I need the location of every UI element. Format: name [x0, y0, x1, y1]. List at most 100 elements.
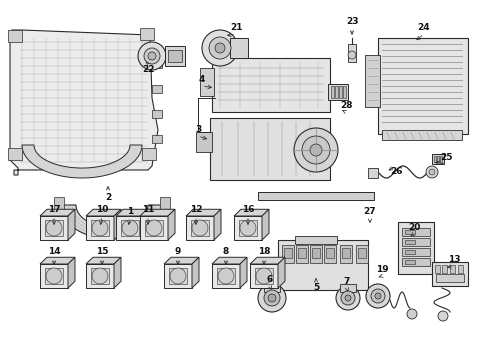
Circle shape — [438, 311, 448, 321]
Circle shape — [138, 42, 166, 70]
Polygon shape — [278, 257, 285, 288]
Text: 7: 7 — [344, 278, 350, 287]
Bar — [440, 156, 442, 162]
Bar — [165, 46, 185, 66]
Bar — [436, 274, 464, 282]
Bar — [230, 38, 248, 58]
Bar — [212, 264, 240, 288]
Polygon shape — [168, 209, 175, 240]
Bar — [140, 216, 168, 240]
Bar — [405, 260, 415, 264]
Bar — [402, 258, 430, 266]
Bar — [348, 44, 356, 62]
Bar — [405, 230, 415, 234]
Text: 22: 22 — [142, 66, 154, 75]
Bar — [54, 197, 64, 213]
Circle shape — [46, 268, 62, 284]
Bar — [432, 154, 444, 164]
Text: 23: 23 — [346, 18, 358, 27]
Bar — [168, 50, 182, 62]
Circle shape — [336, 286, 360, 310]
Circle shape — [371, 289, 385, 303]
Bar — [342, 248, 350, 258]
Bar — [326, 248, 334, 258]
Polygon shape — [262, 209, 269, 240]
Polygon shape — [186, 209, 221, 216]
Circle shape — [209, 37, 231, 59]
Circle shape — [407, 309, 417, 319]
Polygon shape — [240, 257, 247, 288]
Circle shape — [256, 268, 272, 284]
Circle shape — [345, 295, 351, 301]
Circle shape — [429, 169, 435, 175]
Circle shape — [170, 268, 186, 284]
Circle shape — [258, 284, 286, 312]
Bar — [435, 265, 440, 273]
Text: 9: 9 — [175, 248, 181, 256]
Polygon shape — [40, 257, 75, 264]
Text: 16: 16 — [242, 206, 254, 215]
Text: 1: 1 — [127, 207, 133, 216]
Circle shape — [348, 51, 356, 59]
Bar — [356, 245, 368, 263]
Bar — [434, 156, 436, 162]
Text: 17: 17 — [48, 206, 60, 215]
Circle shape — [294, 128, 338, 172]
Text: 20: 20 — [408, 224, 420, 233]
Text: 28: 28 — [340, 102, 352, 111]
Circle shape — [192, 220, 208, 236]
Circle shape — [46, 220, 62, 236]
Bar — [310, 245, 322, 263]
Polygon shape — [192, 257, 199, 288]
Bar — [186, 216, 214, 240]
Circle shape — [240, 220, 256, 236]
Text: 27: 27 — [364, 207, 376, 216]
Bar — [378, 38, 468, 134]
Bar — [405, 240, 415, 244]
Bar — [145, 220, 163, 236]
Bar — [152, 135, 162, 143]
Bar — [142, 148, 156, 160]
Bar — [255, 268, 273, 284]
Polygon shape — [140, 209, 175, 216]
Bar — [258, 192, 374, 200]
Bar — [8, 148, 22, 160]
Polygon shape — [212, 257, 247, 264]
Polygon shape — [86, 209, 121, 216]
Bar — [368, 168, 378, 178]
Circle shape — [144, 48, 160, 64]
Bar — [402, 248, 430, 256]
Polygon shape — [214, 209, 221, 240]
Bar — [91, 268, 109, 284]
Circle shape — [146, 220, 162, 236]
Bar — [339, 86, 342, 98]
Polygon shape — [114, 209, 121, 240]
Bar — [152, 60, 162, 68]
Circle shape — [148, 52, 156, 60]
Bar — [250, 264, 278, 288]
Bar — [340, 245, 352, 263]
Bar — [191, 220, 209, 236]
Bar — [140, 28, 154, 40]
Bar — [152, 85, 162, 93]
Polygon shape — [60, 205, 164, 239]
Bar — [164, 264, 192, 288]
Bar — [234, 216, 262, 240]
Bar — [458, 265, 463, 273]
Text: 2: 2 — [105, 194, 111, 202]
Circle shape — [375, 293, 381, 299]
Bar — [340, 284, 356, 292]
Text: 6: 6 — [267, 275, 273, 284]
Circle shape — [426, 166, 438, 178]
Bar — [312, 248, 320, 258]
Bar — [295, 236, 337, 244]
Bar — [45, 220, 63, 236]
Text: 4: 4 — [199, 76, 205, 85]
Polygon shape — [22, 145, 142, 178]
Text: 3: 3 — [195, 126, 201, 135]
Bar — [160, 197, 170, 213]
Circle shape — [215, 43, 225, 53]
Circle shape — [202, 30, 238, 66]
Text: 5: 5 — [313, 284, 319, 292]
Bar — [40, 264, 68, 288]
